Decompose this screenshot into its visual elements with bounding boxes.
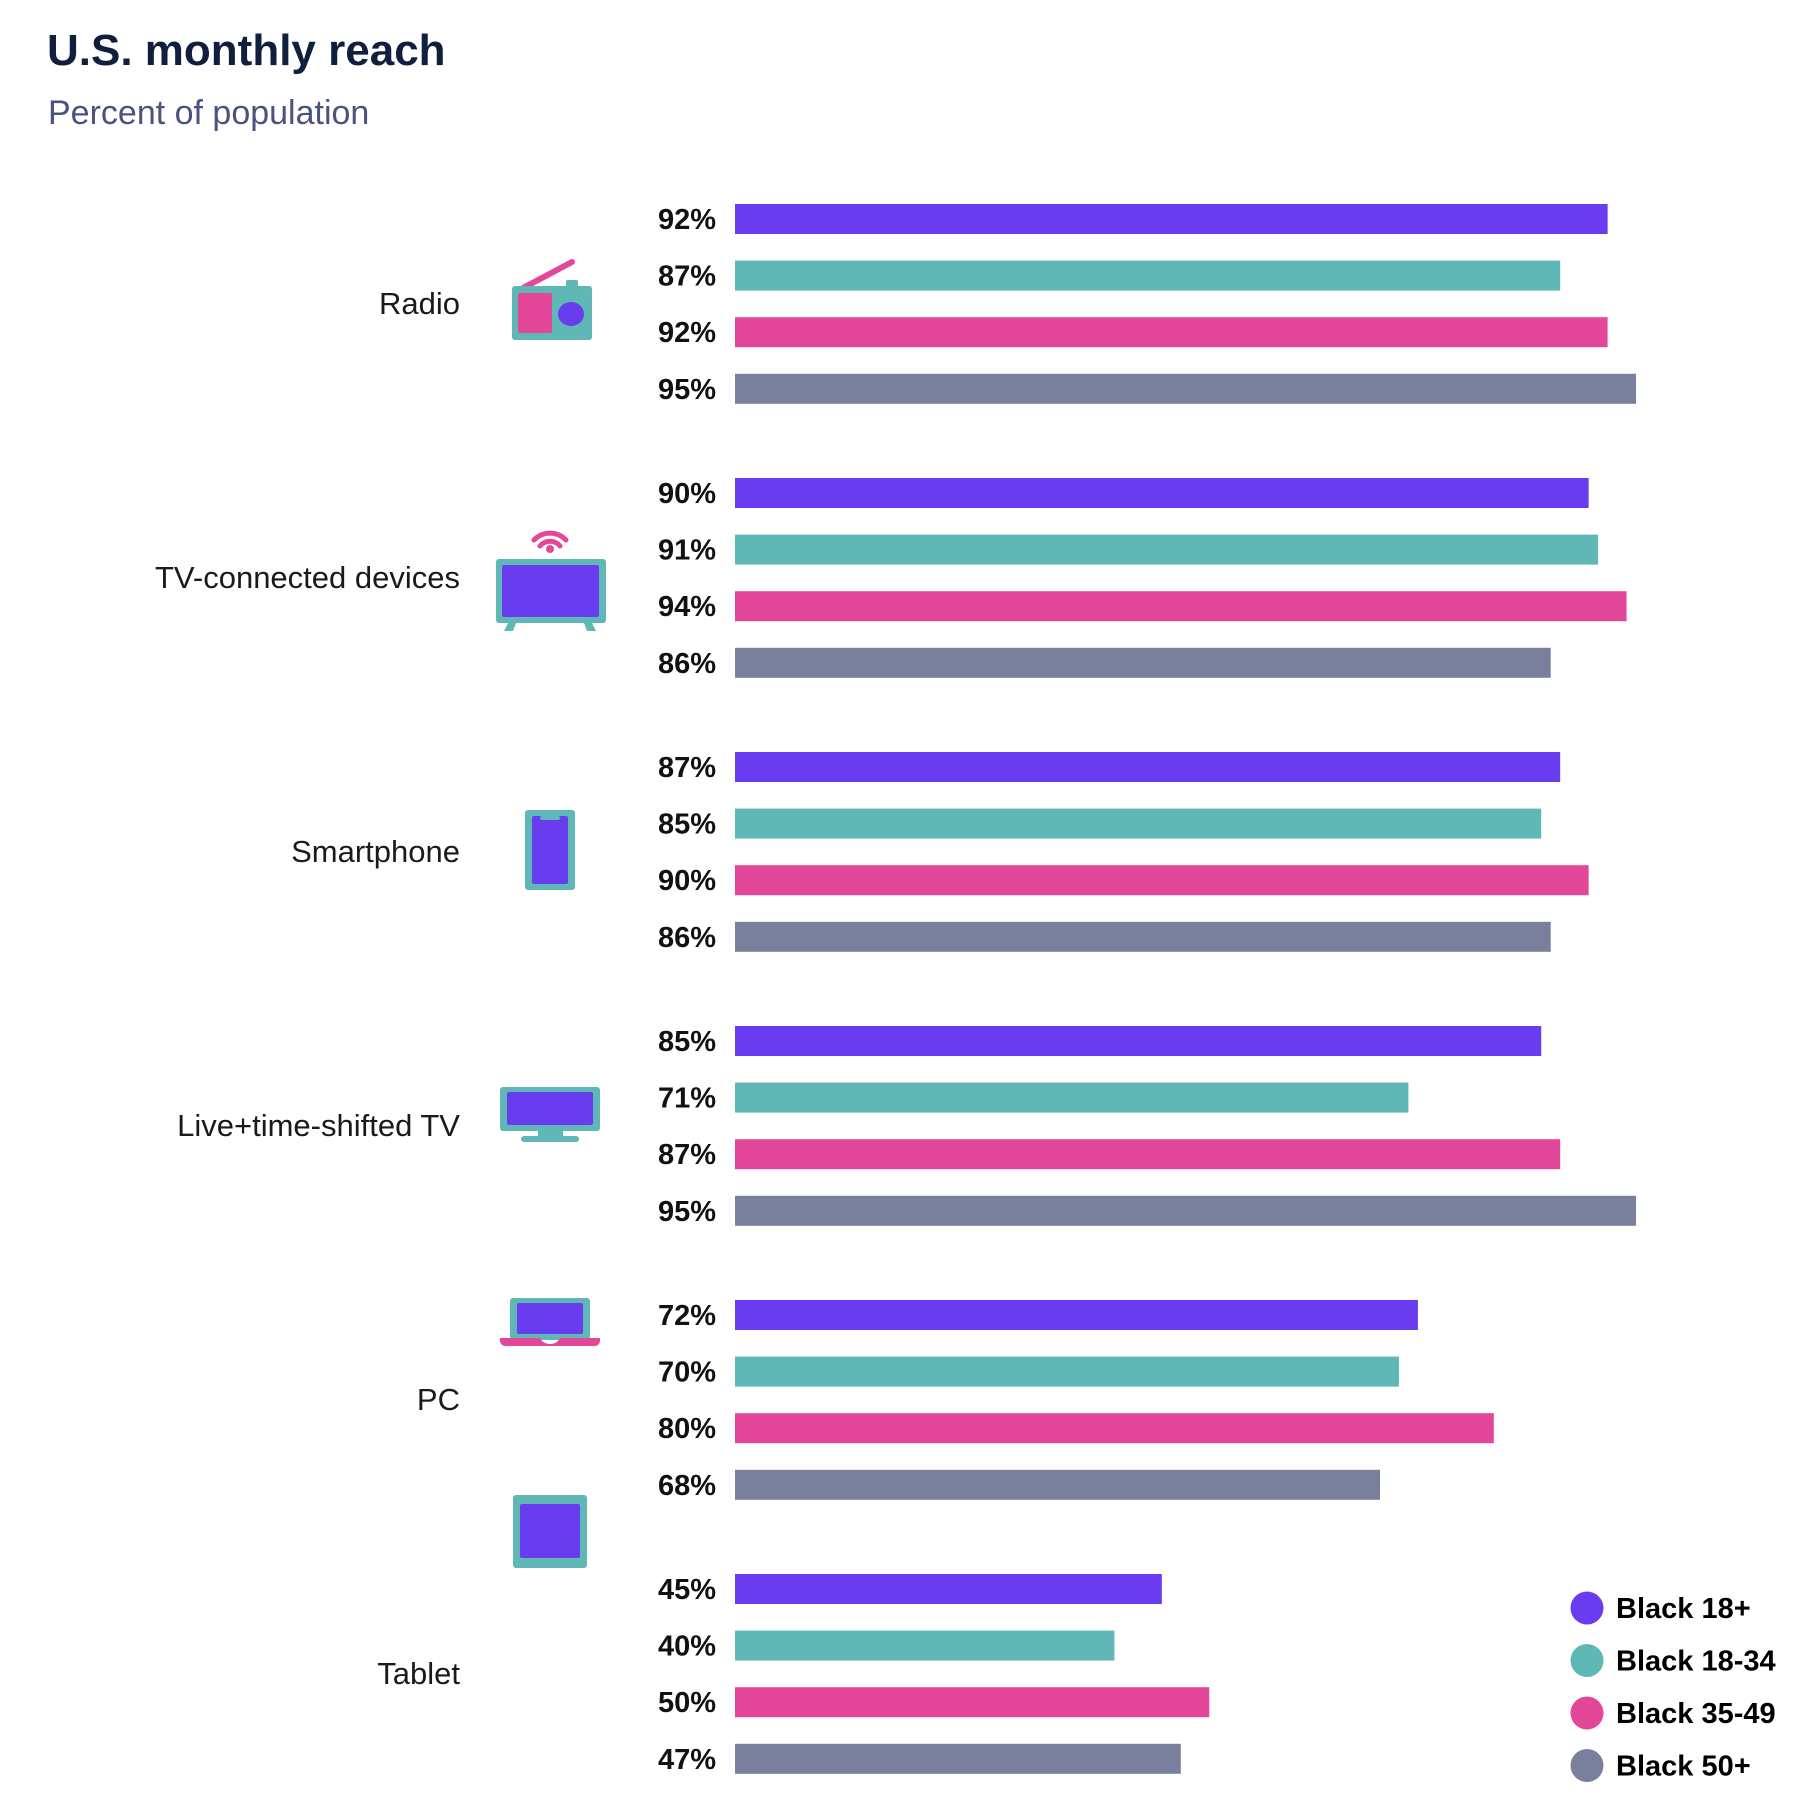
data-label: 71%: [658, 1083, 716, 1115]
bar: [735, 921, 1551, 952]
bar: [735, 1026, 1542, 1056]
bar: [735, 534, 1599, 565]
radio-icon: [512, 259, 592, 340]
data-label: 80%: [658, 1413, 716, 1445]
chart-title: U.S. monthly reach: [47, 26, 446, 75]
data-label: 87%: [658, 752, 716, 784]
bar: [735, 808, 1542, 839]
data-label: 45%: [658, 1574, 716, 1606]
bar: [735, 1687, 1210, 1718]
bar: [735, 1082, 1409, 1113]
legend-swatch: [1570, 1644, 1604, 1677]
data-label: 47%: [658, 1744, 716, 1776]
bars-layer: Radio 92% 87% 92% 95% TV-connected devices 90%…: [155, 204, 1637, 1776]
data-label: 90%: [658, 478, 716, 510]
laptop-icon: [500, 1298, 600, 1346]
data-label: 92%: [658, 317, 716, 349]
data-label: 86%: [658, 922, 716, 954]
data-label: 50%: [658, 1687, 716, 1719]
legend-label: Black 35-49: [1616, 1698, 1776, 1730]
category-label: Radio: [379, 286, 460, 321]
legend-swatch: [1570, 1749, 1604, 1782]
data-label: 95%: [658, 374, 716, 406]
data-label: 95%: [658, 1196, 716, 1228]
bar: [735, 1356, 1399, 1387]
legend-swatch: [1570, 1696, 1604, 1730]
bar: [735, 591, 1627, 622]
bar: [735, 317, 1608, 348]
category-label: Smartphone: [291, 834, 460, 869]
bar: [735, 1743, 1181, 1774]
bar: [735, 1574, 1162, 1604]
data-label: 85%: [658, 1026, 716, 1058]
legend: Black 18+ Black 18-34 Black 35-49 Black 50+: [1570, 1591, 1776, 1783]
bar: [735, 1300, 1418, 1330]
data-label: 87%: [658, 1139, 716, 1171]
smartphone-icon: [525, 810, 575, 890]
bar: [735, 1139, 1561, 1170]
legend-label: Black 18-34: [1616, 1646, 1776, 1678]
tablet-icon: [513, 1495, 587, 1568]
bar: [735, 1469, 1380, 1500]
legend-swatch: [1570, 1591, 1604, 1625]
bar: [735, 647, 1551, 678]
bar: [735, 1413, 1494, 1444]
legend-label: Black 18+: [1616, 1593, 1751, 1625]
bar: [735, 373, 1637, 404]
legend-label: Black 50+: [1616, 1751, 1751, 1783]
category-label: Live+time-shifted TV: [177, 1108, 460, 1143]
data-label: 70%: [658, 1357, 716, 1389]
data-label: 72%: [658, 1300, 716, 1332]
bar: [735, 1195, 1637, 1226]
bar: [735, 204, 1608, 234]
data-label: 85%: [658, 809, 716, 841]
bar: [735, 1630, 1115, 1661]
bar: [735, 478, 1589, 508]
connected-tv-icon: [496, 530, 606, 631]
data-label: 90%: [658, 865, 716, 897]
bar: [735, 260, 1561, 291]
bar: [735, 752, 1561, 782]
data-label: 87%: [658, 261, 716, 293]
chart-subtitle: Percent of population: [48, 94, 370, 132]
category-label: TV-connected devices: [155, 560, 460, 595]
monitor-icon: [500, 1087, 600, 1142]
category-label: Tablet: [377, 1656, 460, 1691]
bar: [735, 865, 1589, 896]
data-label: 68%: [658, 1470, 716, 1502]
data-label: 40%: [658, 1631, 716, 1663]
category-label: PC: [417, 1382, 460, 1417]
icons-layer: [496, 259, 606, 1568]
data-label: 86%: [658, 648, 716, 680]
data-label: 91%: [658, 535, 716, 567]
data-label: 94%: [658, 591, 716, 623]
data-label: 92%: [658, 204, 716, 236]
